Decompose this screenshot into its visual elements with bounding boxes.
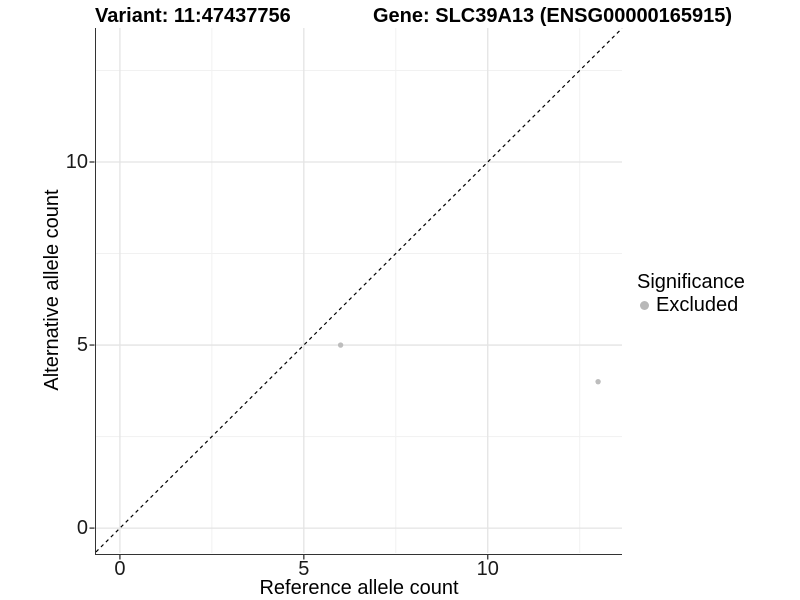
legend-item-excluded: Excluded <box>637 294 745 317</box>
y-axis-title: Alternative allele count <box>41 189 63 391</box>
y-tick-label: 10 <box>65 150 88 173</box>
x-tick-label: 0 <box>114 558 126 580</box>
x-axis-title: Reference allele count <box>259 577 459 599</box>
gene-title: Gene: SLC39A13 (ENSG00000165915) <box>373 5 733 27</box>
legend-title: Significance <box>637 271 745 293</box>
x-tick-label: 10 <box>476 558 499 580</box>
excluded-point-icon <box>640 301 649 310</box>
legend: Significance Excluded <box>637 271 745 317</box>
x-tick-label: 5 <box>298 558 310 580</box>
variant-title: Variant: 11:47437756 <box>95 5 291 27</box>
y-tick-label: 5 <box>76 334 88 357</box>
legend-item-label: Excluded <box>656 294 739 316</box>
chart-svg <box>89 27 622 560</box>
plot-panel <box>89 27 622 560</box>
y-tick-label: 0 <box>76 517 88 540</box>
